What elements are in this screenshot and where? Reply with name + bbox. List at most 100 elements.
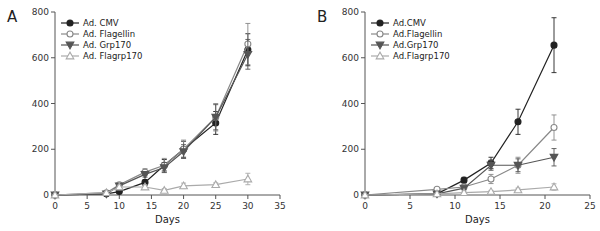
point [51, 192, 59, 199]
point [103, 189, 111, 196]
error-bar-cap [516, 157, 521, 158]
point [362, 192, 368, 198]
point [115, 183, 123, 190]
error-bar-cap [162, 162, 167, 163]
x-tick-label: 10 [449, 201, 461, 211]
y-tick-label: 800 [32, 7, 49, 17]
point [160, 187, 168, 194]
point [244, 175, 252, 182]
panel: B05101520250200400600800DaysAd.CMVAd.Fla… [317, 7, 596, 225]
error-bar [489, 174, 494, 183]
x-tick-label: 0 [362, 201, 368, 211]
error-bar-cap [213, 129, 218, 130]
y-tick [51, 12, 55, 13]
series [51, 39, 251, 198]
error-bar-cap [245, 184, 250, 185]
legend-label: Ad. Flagellin [83, 29, 135, 39]
error-bar-cap [181, 144, 186, 145]
x-tick [183, 195, 184, 199]
legend-label: Ad. CMV [83, 18, 119, 28]
figure: A051015202530350200400600800DaysAd. CMVA… [0, 0, 600, 231]
error-bar-cap [245, 23, 250, 24]
point [434, 191, 440, 197]
y-tick-label: 0 [43, 190, 49, 200]
error-bar-cap [516, 158, 521, 159]
x-axis-label: Days [465, 214, 490, 225]
y-tick-label: 800 [342, 7, 359, 17]
y-tick [51, 57, 55, 58]
y-tick-label: 0 [353, 190, 359, 200]
legend-label: Ad. Flagrp170 [83, 51, 142, 61]
error-bar-cap [489, 160, 494, 161]
x-tick-label: 15 [494, 201, 505, 211]
y-tick [51, 149, 55, 150]
x-tick-label: 25 [210, 201, 221, 211]
error-bar-cap [552, 17, 557, 18]
point [487, 162, 495, 169]
point [180, 149, 188, 156]
x-tick [455, 195, 456, 199]
x-tick-label: 5 [84, 201, 90, 211]
error-bar-cap [552, 72, 557, 73]
point [460, 189, 468, 196]
y-tick [51, 103, 55, 104]
point [551, 42, 557, 48]
legend-marker [377, 20, 383, 26]
y-tick-label: 600 [342, 53, 359, 63]
series [362, 115, 557, 198]
x-tick [545, 195, 546, 199]
legend-marker [66, 42, 74, 49]
error-bar-cap [245, 173, 250, 174]
legend-marker [67, 20, 73, 26]
error-bar-cap [516, 134, 521, 135]
legend-marker [66, 52, 74, 59]
y-tick [361, 57, 365, 58]
error-bar-cap [489, 183, 494, 184]
point [433, 190, 441, 197]
legend-label: Ad.Flagellin [393, 29, 442, 39]
point [52, 192, 58, 198]
point [461, 177, 467, 183]
error-bar-cap [181, 158, 186, 159]
panel-label: A [7, 8, 18, 26]
legend: Ad.CMVAd.FlagellinAd.Grp170Ad.Flagrp170 [371, 18, 450, 61]
series [361, 149, 558, 199]
x-tick [410, 195, 411, 199]
point [361, 191, 369, 198]
point [244, 51, 252, 58]
error-bar-cap [245, 69, 250, 70]
y-tick-label: 200 [342, 144, 359, 154]
y-tick [361, 103, 365, 104]
series [362, 18, 557, 198]
series-line [55, 54, 248, 195]
error-bar-cap [213, 134, 218, 135]
y-tick-label: 400 [32, 99, 49, 109]
point [180, 182, 188, 189]
x-tick-label: 10 [114, 201, 126, 211]
error-bar-cap [516, 109, 521, 110]
error-bar [552, 115, 557, 140]
error-bar-cap [489, 174, 494, 175]
point [141, 172, 149, 179]
legend-label: Ad.Grp170 [393, 40, 438, 50]
x-tick [280, 195, 281, 199]
x-tick-label: 5 [407, 201, 413, 211]
x-tick [87, 195, 88, 199]
panel-label: B [317, 8, 327, 26]
point [362, 192, 368, 198]
series-line [365, 187, 554, 195]
legend-marker [377, 31, 383, 37]
point [115, 183, 123, 190]
y-tick [361, 149, 365, 150]
point [361, 192, 369, 199]
series [361, 183, 558, 198]
legend-marker [376, 52, 384, 59]
y-tick-label: 400 [342, 99, 359, 109]
x-tick-label: 30 [242, 201, 254, 211]
x-axis-label: Days [155, 214, 180, 225]
legend-label: Ad.Flagrp170 [393, 51, 450, 61]
plot-area [51, 23, 251, 198]
legend-marker [67, 31, 73, 37]
series-line [365, 45, 554, 195]
error-bar-cap [552, 148, 557, 149]
